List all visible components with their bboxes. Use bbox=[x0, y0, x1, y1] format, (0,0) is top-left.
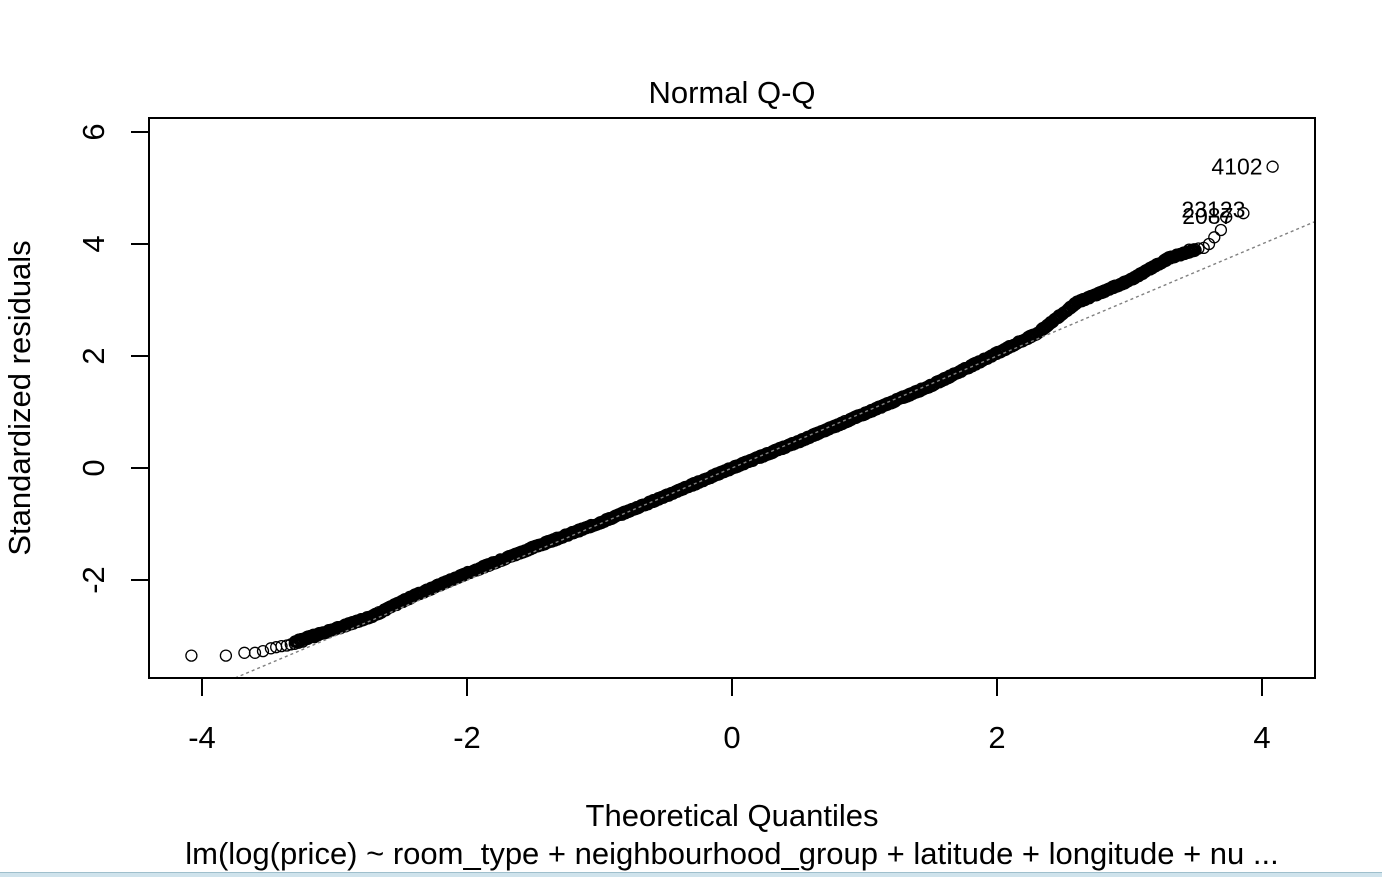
body-points bbox=[288, 243, 1202, 649]
x-tick-label: 4 bbox=[1253, 720, 1270, 755]
y-tick-label: -2 bbox=[76, 566, 111, 594]
residual-point bbox=[238, 646, 251, 659]
y-tick-label: 6 bbox=[76, 123, 111, 140]
x-tick-label: 2 bbox=[988, 720, 1005, 755]
y-axis: -2 0 2 4 6 bbox=[76, 123, 149, 594]
residual-point bbox=[256, 644, 270, 658]
residual-point bbox=[1214, 223, 1228, 237]
outlier-label: 4102 bbox=[1211, 154, 1262, 180]
model-formula-subtitle: lm(log(price) ~ room_type + neighbourhoo… bbox=[185, 836, 1278, 871]
x-tick-label: 0 bbox=[723, 720, 740, 755]
outlier-label: 2087 bbox=[1182, 203, 1233, 229]
plot-frame bbox=[148, 117, 1316, 679]
residual-point bbox=[275, 639, 288, 653]
x-axis: -4 -2 0 2 4 bbox=[188, 677, 1271, 755]
x-tick-label: -4 bbox=[188, 720, 216, 755]
x-tick-label: -2 bbox=[453, 720, 481, 755]
residual-point bbox=[1237, 207, 1250, 220]
residual-point bbox=[301, 632, 315, 645]
chart-title: Normal Q-Q bbox=[648, 75, 815, 110]
window-bottom-edge bbox=[0, 872, 1382, 877]
residual-point bbox=[284, 638, 297, 651]
tail-points bbox=[185, 160, 1279, 662]
residual-point bbox=[1220, 210, 1233, 224]
residual-point bbox=[308, 630, 321, 644]
y-tick-label: 2 bbox=[76, 347, 111, 364]
y-tick-label: 4 bbox=[76, 235, 111, 252]
x-axis-label: Theoretical Quantiles bbox=[586, 798, 879, 833]
residual-point bbox=[219, 649, 233, 662]
residual-point bbox=[1266, 160, 1279, 173]
outlier-label: 23123 bbox=[1181, 196, 1245, 222]
residual-point bbox=[185, 649, 198, 662]
residual-point bbox=[1192, 242, 1205, 255]
residual-point bbox=[248, 646, 262, 659]
y-axis-label: Standardized residuals bbox=[2, 240, 37, 555]
residual-point bbox=[1208, 231, 1221, 244]
y-tick-label: 0 bbox=[76, 459, 111, 476]
